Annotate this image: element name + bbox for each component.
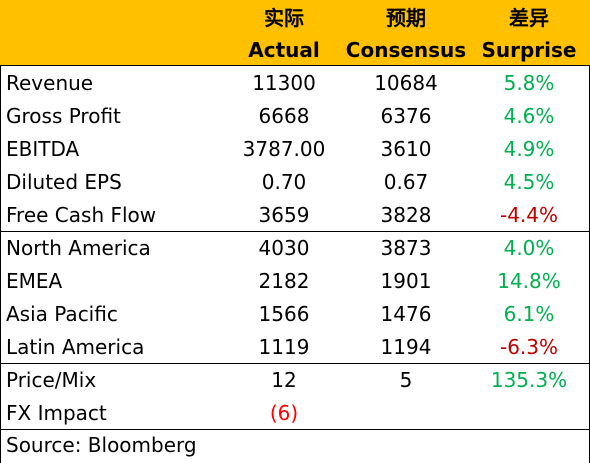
table-row-latin-america: Latin America 1119 1194 -6.3% (0, 331, 590, 364)
row-label: Free Cash Flow (6, 203, 157, 227)
header-consensus: 预期 Consensus (340, 2, 472, 66)
divider-header (0, 65, 590, 66)
divider-regions (0, 231, 590, 232)
row-surprise: 4.6% (503, 104, 555, 128)
row-consensus: 3610 (380, 137, 432, 161)
row-surprise: 14.8% (497, 269, 561, 293)
table-row-revenue: Revenue 11300 10684 5.8% (0, 67, 590, 100)
row-actual: 12 (271, 368, 297, 392)
row-label: North America (6, 236, 151, 260)
row-actual: 3659 (258, 203, 310, 227)
row-surprise: 135.3% (490, 368, 568, 392)
row-label: Diluted EPS (6, 170, 122, 194)
row-consensus: 1476 (380, 302, 432, 326)
row-surprise: -6.3% (499, 335, 559, 359)
row-consensus: 1901 (380, 269, 432, 293)
header-actual-en: Actual (248, 38, 320, 62)
row-consensus: 10684 (374, 71, 438, 95)
row-surprise: 4.0% (503, 236, 555, 260)
header-surprise-en: Surprise (481, 38, 577, 62)
row-label: Price/Mix (6, 368, 97, 392)
row-consensus: 6376 (380, 104, 432, 128)
divider-bridge (0, 363, 590, 364)
table-row-fx-impact: FX Impact (6) (0, 397, 590, 430)
divider-source (0, 429, 590, 430)
row-label: Latin America (6, 335, 145, 359)
source-note: Source: Bloomberg (6, 433, 197, 457)
table-row-north-america: North America 4030 3873 4.0% (0, 232, 590, 265)
row-actual: 4030 (258, 236, 310, 260)
row-actual: 11300 (252, 71, 316, 95)
row-actual: 1119 (258, 335, 310, 359)
table-row-asia-pacific: Asia Pacific 1566 1476 6.1% (0, 298, 590, 331)
row-surprise: 4.5% (503, 170, 555, 194)
row-actual: (6) (269, 401, 299, 425)
row-surprise: 5.8% (503, 71, 555, 95)
header-consensus-en: Consensus (345, 38, 467, 62)
row-label: Gross Profit (6, 104, 121, 128)
header-actual-zh: 实际 (264, 6, 304, 30)
row-label: Revenue (6, 71, 94, 95)
table-row-price-mix: Price/Mix 12 5 135.3% (0, 364, 590, 397)
table-row-emea: EMEA 2182 1901 14.8% (0, 265, 590, 298)
table-row-gross-profit: Gross Profit 6668 6376 4.6% (0, 100, 590, 133)
row-actual: 1566 (258, 302, 310, 326)
row-surprise: -4.4% (499, 203, 559, 227)
table-header: 实际 Actual 预期 Consensus 差异 Surprise (0, 0, 590, 65)
header-consensus-zh: 预期 (386, 6, 426, 30)
row-consensus: 3828 (380, 203, 432, 227)
row-actual: 3787.00 (242, 137, 326, 161)
row-surprise: 6.1% (503, 302, 555, 326)
row-surprise: 4.9% (503, 137, 555, 161)
row-label: Asia Pacific (6, 302, 118, 326)
row-consensus: 0.67 (383, 170, 429, 194)
row-consensus: 5 (399, 368, 413, 392)
row-consensus: 1194 (380, 335, 432, 359)
table-row-free-cash-flow: Free Cash Flow 3659 3828 -4.4% (0, 199, 590, 232)
header-surprise-zh: 差异 (509, 6, 549, 30)
header-actual: 实际 Actual (234, 2, 334, 66)
table-row-ebitda: EBITDA 3787.00 3610 4.9% (0, 133, 590, 166)
row-actual: 6668 (258, 104, 310, 128)
row-actual: 2182 (258, 269, 310, 293)
header-surprise: 差异 Surprise (478, 2, 580, 66)
row-label: FX Impact (6, 401, 107, 425)
row-actual: 0.70 (261, 170, 307, 194)
table-border-left (0, 65, 1, 463)
table-row-diluted-eps: Diluted EPS 0.70 0.67 4.5% (0, 166, 590, 199)
row-label: EBITDA (6, 137, 80, 161)
row-consensus: 3873 (380, 236, 432, 260)
row-label: EMEA (6, 269, 63, 293)
